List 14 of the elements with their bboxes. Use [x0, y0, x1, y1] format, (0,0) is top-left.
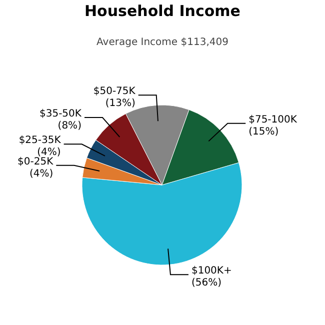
- data-label: (8%): [58, 120, 82, 132]
- data-label: (15%): [248, 126, 279, 138]
- slice-label: $35-50K: [40, 108, 82, 120]
- chart-subtitle: Average Income $113,409: [96, 37, 228, 48]
- data-label: (4%): [29, 168, 54, 180]
- slice-label: $100K+: [191, 266, 232, 277]
- slice-label: $50-75K: [93, 86, 136, 98]
- slice-label: $75-100K: [248, 114, 298, 126]
- chart-title: Household Income: [84, 2, 240, 20]
- slice-label: $0-25K: [18, 156, 54, 168]
- slice-label: $25-35K: [18, 135, 62, 146]
- data-label: (56%): [191, 278, 222, 289]
- data-label: (13%): [105, 98, 136, 110]
- data-label: (4%): [37, 147, 61, 158]
